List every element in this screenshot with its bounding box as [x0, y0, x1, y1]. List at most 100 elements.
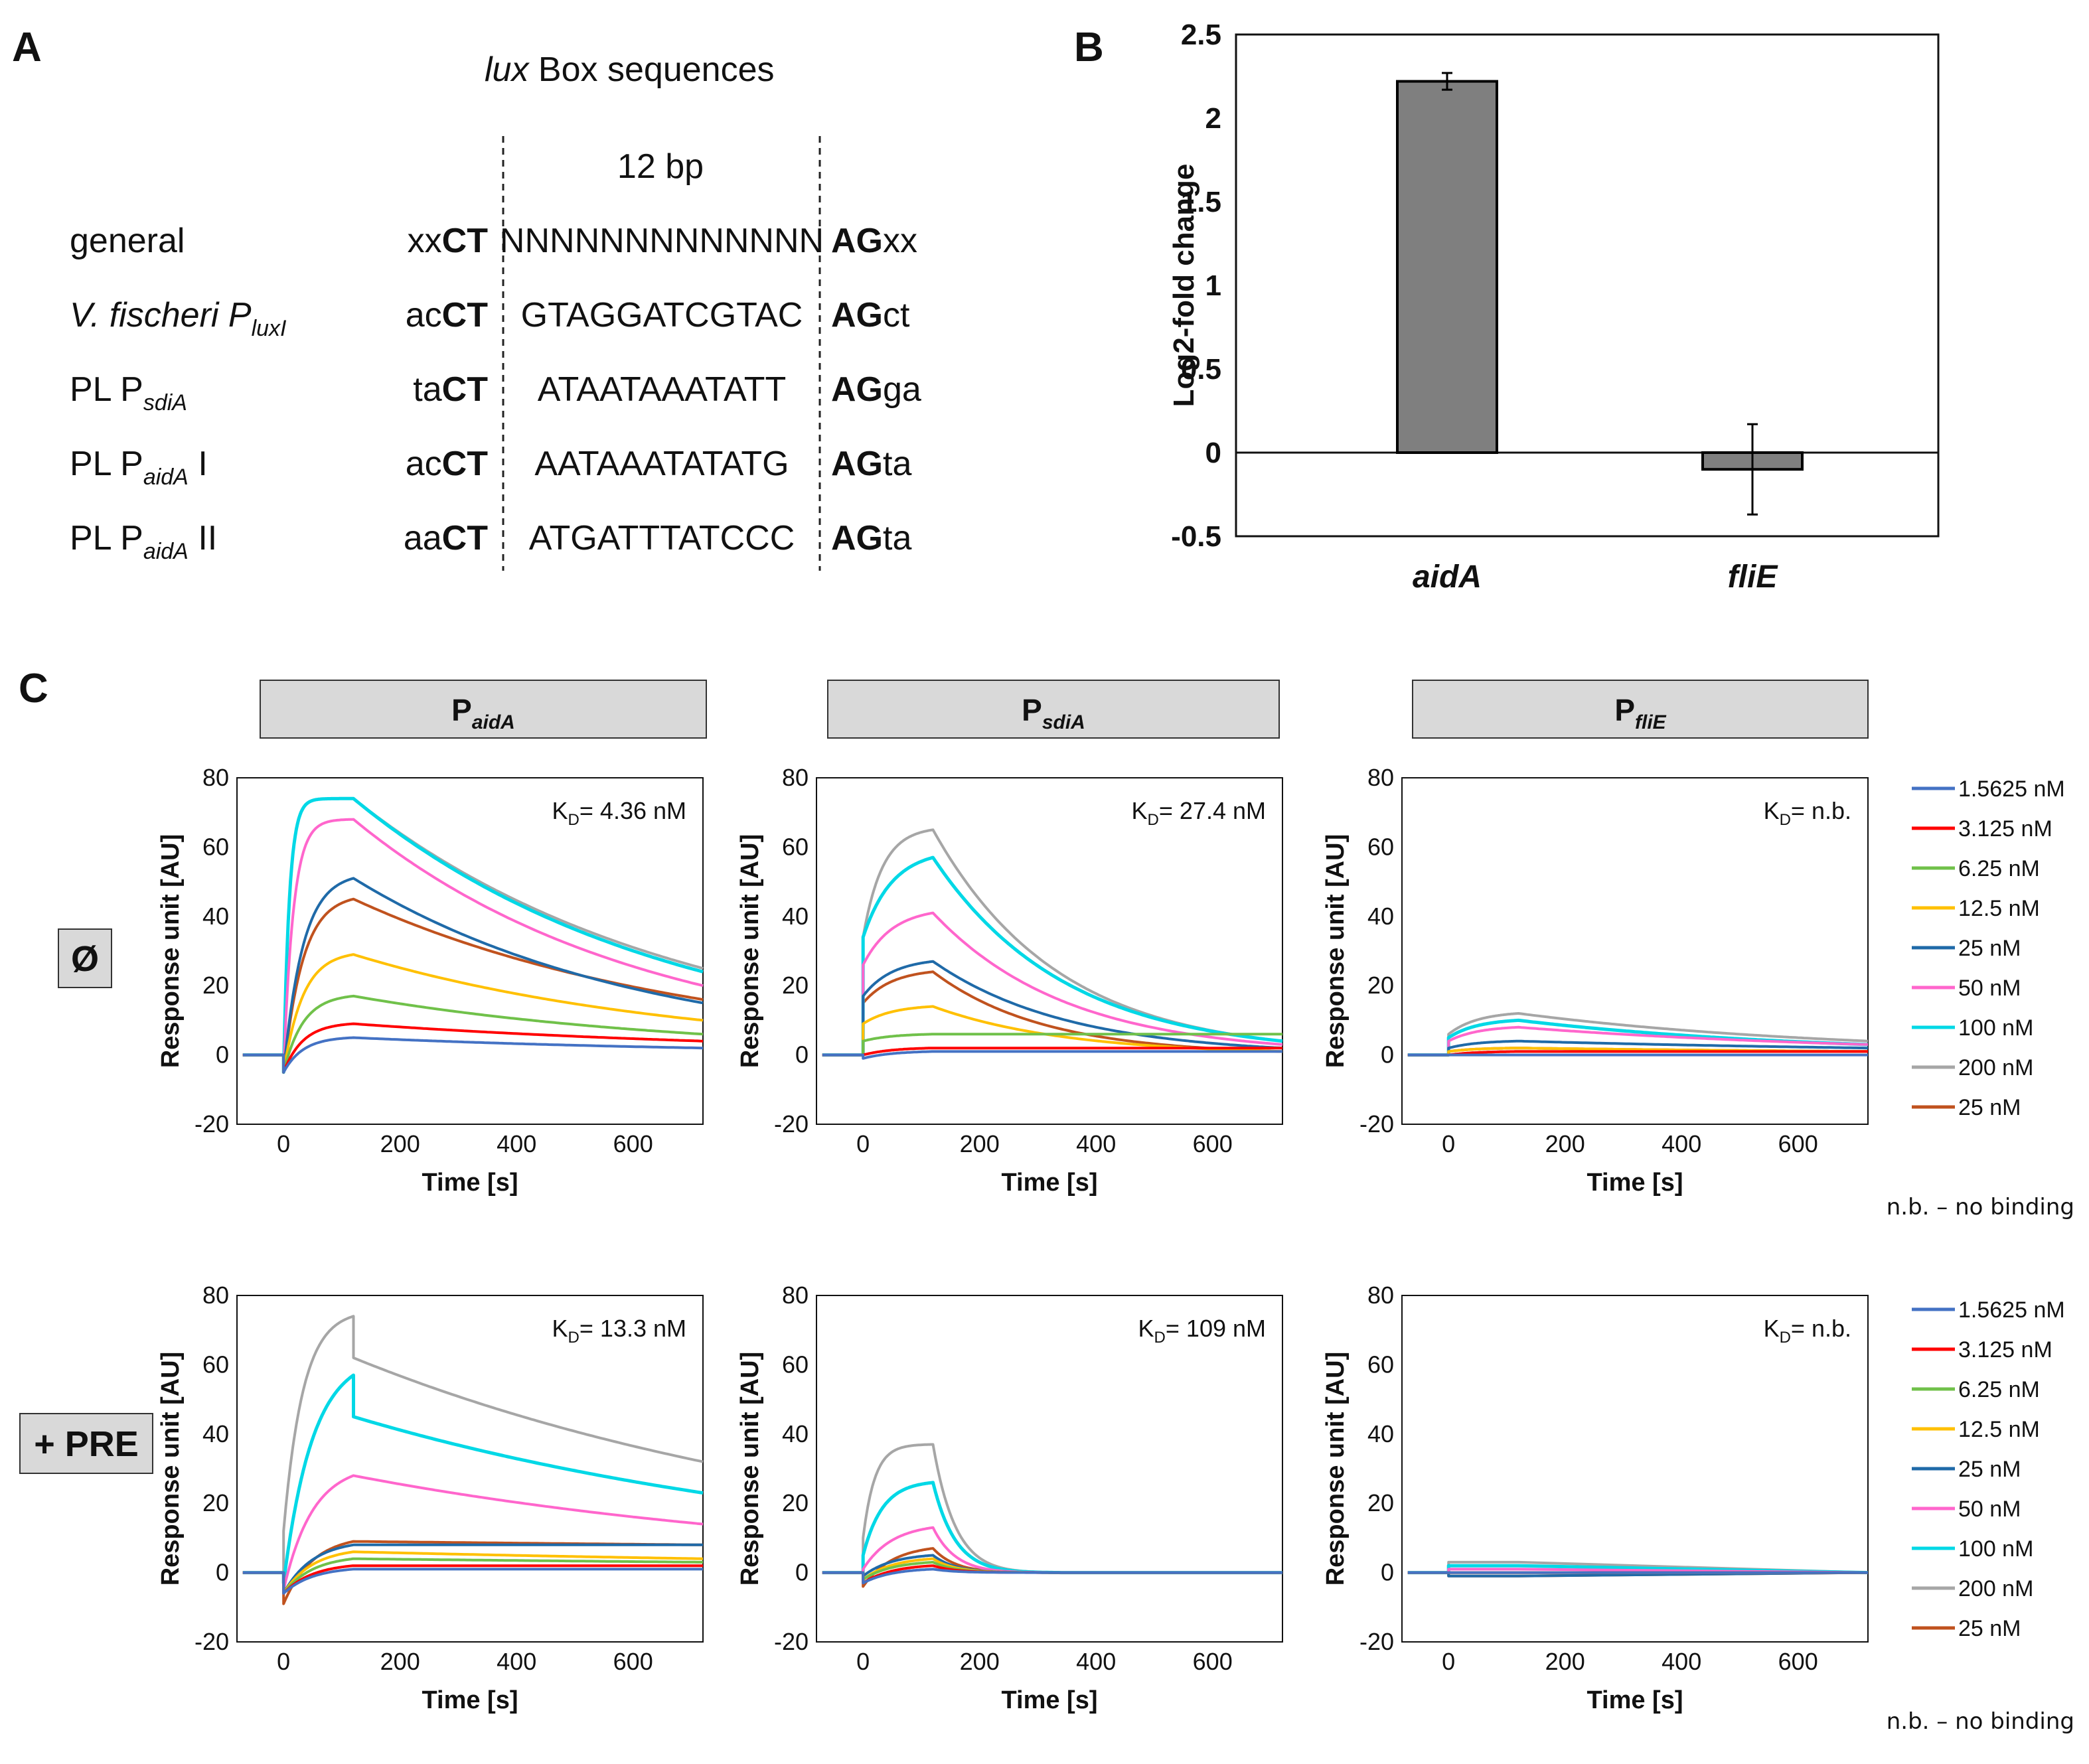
- x-tick-label: 400: [1662, 1648, 1701, 1675]
- y-tick-label: -20: [1359, 1110, 1394, 1138]
- y-tick-label: 80: [782, 1282, 809, 1309]
- curve-25-nM: [1407, 1571, 1869, 1578]
- y-tick-label: 1: [1205, 269, 1221, 302]
- x-tick-label: 0: [856, 1648, 870, 1675]
- row-condition-label: + PRE: [34, 1424, 139, 1464]
- left-flank: xxCT: [408, 222, 489, 260]
- curve-100-nM: [1407, 1564, 1869, 1575]
- curve-50-nM: [242, 1474, 704, 1591]
- y-tick-label: 40: [202, 1420, 229, 1447]
- bar-aidA: [1396, 80, 1498, 454]
- y-axis-label: Response unit [AU]: [157, 834, 185, 1068]
- x-tick-label: 200: [380, 1130, 420, 1157]
- right-flank: AGta: [831, 519, 911, 557]
- x-tick-label: 0: [1442, 1130, 1455, 1157]
- curve-50-nM: [242, 818, 704, 1074]
- legend-label: 6.25 nM: [1958, 1377, 2040, 1402]
- sensorgram-fliE-no-pre: -20 0 20 40 60 80 0 200 400 600 Time [s] Response u…: [1322, 764, 1869, 1197]
- x-tick-label: 400: [1076, 1648, 1116, 1675]
- y-axis-label: Response unit [AU]: [1322, 1352, 1350, 1586]
- y-tick-label: 0: [1381, 1041, 1394, 1068]
- y-tick-label: 20: [1367, 972, 1394, 999]
- y-tick-label: -20: [194, 1628, 229, 1655]
- curve-3_125-nM: [1407, 1050, 1868, 1057]
- y-axis-label: Response unit [AU]: [736, 834, 764, 1068]
- panel-a-title: lux Box sequences: [485, 50, 775, 89]
- legend-label: 3.125 nM: [1958, 816, 2052, 842]
- y-tick-label: -20: [774, 1110, 809, 1138]
- x-tick-label: 600: [1193, 1130, 1233, 1157]
- concentration-legend: 1.5625 nM 3.125 nM 6.25 nM 12.5 nM 25 nM 50 n…: [1912, 1297, 2065, 1641]
- x-axis-label: Time [s]: [422, 1169, 518, 1197]
- legend-label: 25 nM: [1958, 1457, 2021, 1482]
- legend-label: 25 nM: [1958, 1095, 2021, 1120]
- curve-50-nM: [1407, 1568, 1869, 1574]
- x-tick-label: 0: [277, 1130, 290, 1157]
- curve-6_25-nM: [242, 1557, 703, 1595]
- y-tick-label: 60: [782, 833, 809, 860]
- sensorgram-aidA-pre: -20 0 20 40 60 80 0 200 400 600 Time [s] Response u…: [157, 1282, 704, 1714]
- y-tick-label: -20: [194, 1110, 229, 1138]
- curve-3_125-nM: [242, 1564, 703, 1595]
- column-header-aidA: PaidA: [260, 680, 707, 739]
- kd-annotation: KD= 27.4 nM: [1132, 797, 1266, 829]
- panel-a-title-rest: Box sequences: [528, 50, 774, 89]
- curve-25-nM: [242, 877, 704, 1074]
- x-axis-label: Time [s]: [422, 1686, 518, 1714]
- x-axis-label: Time [s]: [1001, 1169, 1097, 1197]
- x-tick-label: 0: [856, 1130, 870, 1157]
- plot-frame: [236, 777, 704, 1125]
- legend-label: 1.5625 nM: [1958, 776, 2065, 802]
- y-axis-label: Log2-fold change: [1168, 164, 1200, 407]
- curve-1_5625-nM: [242, 1036, 704, 1074]
- y-tick-label: 20: [202, 972, 229, 999]
- panel-label-c: C: [19, 666, 48, 711]
- curve-25-nM: [822, 960, 1283, 1057]
- right-flank: AGta: [831, 445, 911, 483]
- column-header-label: PfliE: [1614, 693, 1666, 733]
- x-axis-label: Time [s]: [1586, 1686, 1683, 1714]
- x-tick-label: 400: [497, 1648, 536, 1675]
- plot-frame: [236, 1295, 704, 1643]
- y-tick-label: 20: [782, 1489, 809, 1516]
- x-tick-label: 400: [1076, 1130, 1116, 1157]
- x-tick-label: 600: [613, 1648, 653, 1675]
- y-tick-label: -0.5: [1171, 520, 1221, 553]
- lux-box-sequence-table: general xxCT NNNNNNNNNNNNN AGxx V. fischeri …: [70, 222, 921, 564]
- curve-6_25-nM: [822, 1033, 1282, 1057]
- curve-6_25-nM: [242, 994, 704, 1074]
- lux-box-core: AATAAATATATG: [534, 445, 789, 483]
- curve-12_5-nM: [242, 1550, 704, 1595]
- sequence-name: V. fischeri PluxI: [70, 296, 287, 341]
- x-tick-label: 200: [380, 1648, 420, 1675]
- sensorgram-sdiA-no-pre: -20 0 20 40 60 80 0 200 400 600 Time [s] Response u…: [736, 764, 1283, 1197]
- x-axis-label: Time [s]: [1586, 1169, 1683, 1197]
- y-tick-label: 40: [782, 1420, 809, 1447]
- error-bar-aidA: [1442, 72, 1452, 91]
- legend-label: 200 nM: [1958, 1576, 2033, 1601]
- y-tick-label: 80: [1367, 764, 1394, 791]
- error-bar-fliE: [1747, 423, 1758, 516]
- curve-200-nM: [822, 828, 1283, 1057]
- curve-12_5-nM: [242, 953, 704, 1074]
- y-tick-label: 2.5: [1181, 19, 1221, 51]
- legend-label: 100 nM: [1958, 1015, 2033, 1041]
- x-tick-label: 200: [1545, 1130, 1585, 1157]
- y-tick-label: 20: [782, 972, 809, 999]
- plot-frame: [816, 777, 1283, 1125]
- y-tick-label: 0: [1205, 437, 1221, 469]
- row-condition-1: + PRE: [19, 1413, 153, 1474]
- curve-1_5625-nM: [822, 1050, 1282, 1060]
- legend-label: 50 nM: [1958, 1497, 2021, 1522]
- y-tick-label: 40: [1367, 1420, 1394, 1447]
- curve-50-nM: [1407, 1025, 1869, 1057]
- curve-1_5625-nM: [822, 1568, 1282, 1585]
- curve-25-nM: [242, 1540, 703, 1605]
- row-condition-label: Ø: [71, 939, 99, 979]
- y-tick-label: 80: [1367, 1282, 1394, 1309]
- no-binding-note: n.b. – no binding: [1887, 1194, 2074, 1220]
- lux-box-core: NNNNNNNNNNNNN: [500, 222, 824, 260]
- y-tick-label: 60: [202, 833, 229, 860]
- legend-label: 25 nM: [1958, 936, 2021, 961]
